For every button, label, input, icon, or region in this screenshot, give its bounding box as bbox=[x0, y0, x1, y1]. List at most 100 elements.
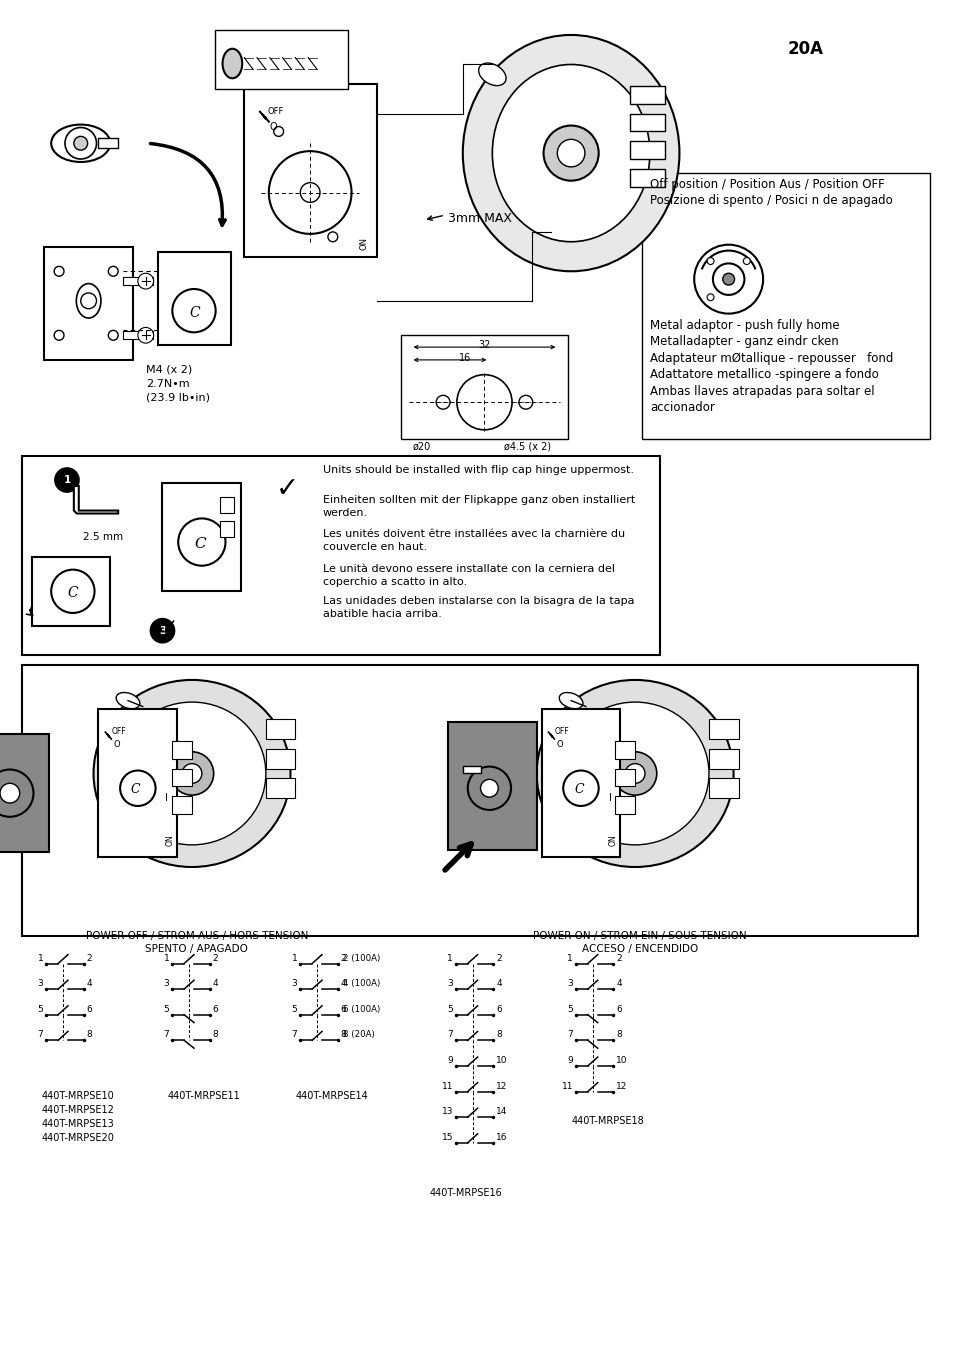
Text: POWER OFF / STROM AUS / HORS TENSION
SPENTO / APAGADO: POWER OFF / STROM AUS / HORS TENSION SPE… bbox=[86, 931, 308, 954]
Text: 2: 2 bbox=[340, 953, 346, 963]
Text: 4: 4 bbox=[616, 979, 621, 988]
Text: 6: 6 bbox=[340, 1004, 346, 1014]
Text: C: C bbox=[189, 305, 199, 320]
Text: 1: 1 bbox=[292, 953, 297, 963]
Bar bbox=[98, 138, 118, 148]
Circle shape bbox=[73, 136, 88, 150]
Circle shape bbox=[328, 232, 337, 242]
Bar bbox=[219, 497, 234, 513]
Text: O: O bbox=[270, 122, 277, 131]
Text: 11: 11 bbox=[561, 1081, 573, 1091]
Text: 6: 6 bbox=[213, 1004, 218, 1014]
Text: 6 (100A): 6 (100A) bbox=[342, 1004, 379, 1014]
Ellipse shape bbox=[76, 284, 101, 319]
Text: ✓: ✓ bbox=[275, 475, 298, 504]
Text: 6: 6 bbox=[616, 1004, 621, 1014]
Text: OFF: OFF bbox=[112, 728, 126, 736]
Text: 12: 12 bbox=[616, 1081, 627, 1091]
Text: O: O bbox=[556, 740, 562, 749]
Bar bbox=[22, 666, 917, 936]
Ellipse shape bbox=[560, 702, 708, 845]
Ellipse shape bbox=[116, 693, 140, 709]
Circle shape bbox=[436, 396, 450, 409]
Text: 1: 1 bbox=[164, 953, 170, 963]
Text: 8 (20A): 8 (20A) bbox=[342, 1030, 374, 1040]
Text: ON: ON bbox=[165, 834, 174, 846]
Bar bbox=[172, 741, 192, 759]
Ellipse shape bbox=[118, 702, 266, 845]
Text: 440T-MRPSE10
440T-MRPSE12
440T-MRPSE13
440T-MRPSE20: 440T-MRPSE10 440T-MRPSE12 440T-MRPSE13 4… bbox=[41, 1091, 114, 1142]
Circle shape bbox=[109, 331, 118, 340]
Ellipse shape bbox=[478, 63, 505, 85]
Text: 3: 3 bbox=[164, 979, 170, 988]
Circle shape bbox=[171, 752, 213, 795]
Bar bbox=[0, 734, 50, 852]
Text: 2: 2 bbox=[496, 953, 501, 963]
Text: POWER ON / STROM EIN / SOUS TENSION
ACCESO / ENCENDIDO: POWER ON / STROM EIN / SOUS TENSION ACCE… bbox=[533, 931, 746, 954]
Circle shape bbox=[65, 127, 96, 159]
Bar bbox=[162, 483, 241, 591]
Text: 16: 16 bbox=[458, 352, 471, 363]
Text: 15: 15 bbox=[441, 1133, 453, 1142]
Text: Off position / Position Aus / Position OFF
Posizione di spento / Posici n de apa: Off position / Position Aus / Position O… bbox=[649, 178, 892, 208]
Circle shape bbox=[518, 396, 532, 409]
Circle shape bbox=[54, 331, 64, 340]
Circle shape bbox=[81, 293, 96, 309]
Bar bbox=[708, 779, 738, 798]
Text: 5: 5 bbox=[447, 1004, 453, 1014]
Text: 8: 8 bbox=[496, 1030, 501, 1040]
Text: 7: 7 bbox=[292, 1030, 297, 1040]
Text: Units should be installed with flip cap hinge uppermost.: Units should be installed with flip cap … bbox=[323, 466, 634, 475]
Circle shape bbox=[172, 289, 215, 332]
Bar bbox=[31, 556, 111, 626]
Text: OFF: OFF bbox=[268, 107, 284, 116]
Text: 5: 5 bbox=[292, 1004, 297, 1014]
Text: C: C bbox=[131, 783, 140, 796]
Text: 3: 3 bbox=[159, 625, 166, 636]
Text: 2: 2 bbox=[616, 953, 621, 963]
Circle shape bbox=[706, 258, 713, 265]
Text: 20A: 20A bbox=[787, 40, 822, 58]
Circle shape bbox=[543, 126, 598, 181]
Text: 8: 8 bbox=[340, 1030, 346, 1040]
Circle shape bbox=[182, 764, 202, 783]
Text: 440T-MRPSE14: 440T-MRPSE14 bbox=[295, 1091, 368, 1100]
Circle shape bbox=[562, 771, 598, 806]
Text: ON: ON bbox=[359, 236, 368, 250]
Circle shape bbox=[138, 273, 153, 289]
Circle shape bbox=[39, 558, 63, 582]
Circle shape bbox=[109, 266, 118, 277]
Bar bbox=[123, 331, 152, 339]
Text: 14: 14 bbox=[496, 1107, 507, 1116]
Text: 440T-MRPSE11: 440T-MRPSE11 bbox=[167, 1091, 240, 1100]
Text: O: O bbox=[113, 740, 120, 749]
Text: 1: 1 bbox=[567, 953, 573, 963]
Bar bbox=[123, 277, 152, 285]
Bar bbox=[630, 86, 664, 104]
Polygon shape bbox=[73, 486, 118, 513]
Bar bbox=[630, 113, 664, 131]
Circle shape bbox=[300, 182, 319, 202]
Circle shape bbox=[480, 779, 497, 796]
Circle shape bbox=[0, 769, 33, 817]
Text: OFF: OFF bbox=[554, 728, 568, 736]
Text: 9: 9 bbox=[567, 1056, 573, 1065]
Circle shape bbox=[269, 151, 351, 234]
Text: 4 (100A): 4 (100A) bbox=[342, 979, 379, 988]
Text: 4: 4 bbox=[87, 979, 92, 988]
Text: 6: 6 bbox=[87, 1004, 92, 1014]
Text: I: I bbox=[165, 794, 168, 803]
Text: C: C bbox=[574, 783, 583, 796]
Text: 2: 2 bbox=[48, 564, 54, 575]
Ellipse shape bbox=[492, 65, 649, 242]
Text: 16: 16 bbox=[496, 1133, 507, 1142]
Text: 2 (100A): 2 (100A) bbox=[342, 953, 379, 963]
Bar bbox=[172, 796, 192, 814]
Circle shape bbox=[120, 771, 155, 806]
Circle shape bbox=[151, 618, 174, 643]
Bar bbox=[219, 521, 234, 537]
Bar bbox=[157, 251, 232, 346]
Ellipse shape bbox=[51, 124, 111, 162]
Text: 12: 12 bbox=[496, 1081, 507, 1091]
Text: 3: 3 bbox=[37, 979, 43, 988]
